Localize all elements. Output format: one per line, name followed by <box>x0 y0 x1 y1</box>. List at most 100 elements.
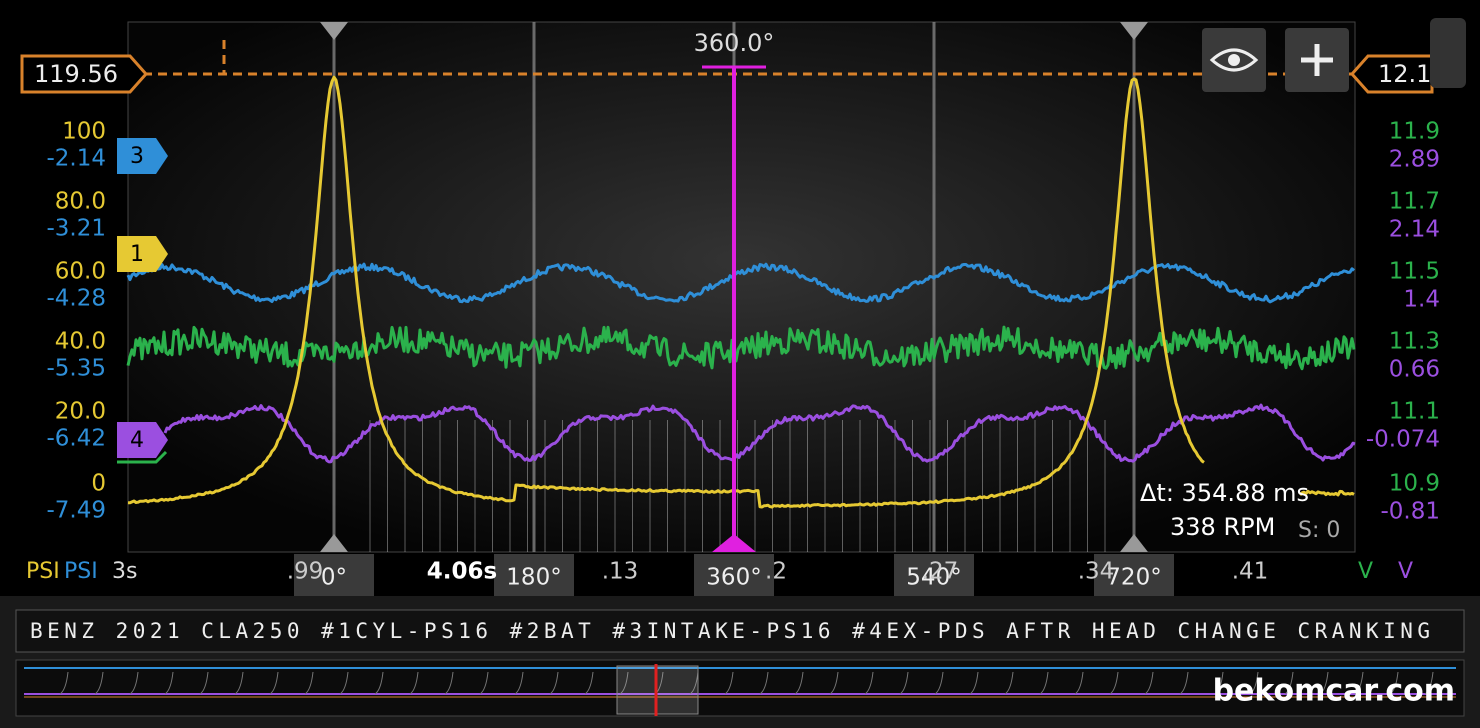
left-scale-label: -6.42 <box>46 426 106 452</box>
waveform <box>126 262 1355 304</box>
overview-tick <box>339 671 349 695</box>
right-scale-label: 10.9 <box>1389 471 1440 497</box>
overview-tick <box>514 671 524 695</box>
overview-tick <box>269 671 279 695</box>
left-cursor-box[interactable] <box>20 54 149 94</box>
degree-handle <box>320 22 348 40</box>
degree-box <box>894 554 974 598</box>
left-scale-label: 100 <box>62 119 106 145</box>
right-scale-label: 11.7 <box>1389 189 1440 215</box>
sample-count: S: 0 <box>1298 518 1340 543</box>
left-scale-label: -3.21 <box>46 216 106 242</box>
time-label: .41 <box>1232 559 1269 585</box>
left-scale-label: -2.14 <box>46 146 106 172</box>
channel-marker[interactable] <box>117 450 168 464</box>
overview-tick <box>444 671 454 695</box>
overview-ticks <box>59 671 1434 695</box>
overview-tick <box>94 671 104 695</box>
overview-tick <box>549 671 559 695</box>
left-scale-label: 20.0 <box>55 399 106 425</box>
left-scale-label: -7.49 <box>46 498 106 524</box>
overview-tick <box>1354 671 1364 695</box>
eye-pupil <box>1228 54 1240 66</box>
overview-tick <box>1249 671 1259 695</box>
left-scale-label: 0 <box>91 471 106 497</box>
time-start: 3s <box>112 559 137 584</box>
time-label: .13 <box>602 559 639 585</box>
overview-tick <box>1424 671 1434 695</box>
title-bar[interactable] <box>15 609 1465 653</box>
time-label: 4.06s <box>427 559 497 585</box>
overview-tick <box>899 671 909 695</box>
traces <box>126 75 1356 509</box>
overview-tick <box>1039 671 1049 695</box>
waveform <box>163 403 1356 464</box>
right-scale-label: 2.89 <box>1389 147 1440 173</box>
left-scale-label: -4.28 <box>46 286 106 312</box>
overview-tick <box>829 671 839 695</box>
right-scale-label: 11.3 <box>1389 329 1440 355</box>
overview-tick <box>619 671 629 695</box>
overview-tick <box>479 671 489 695</box>
overview-tick <box>969 671 979 695</box>
left-scale-label: 80.0 <box>55 189 106 215</box>
waveform <box>127 75 1205 509</box>
degree-label: 360° <box>706 565 761 591</box>
degree-handle <box>1120 22 1148 40</box>
channel-marker[interactable] <box>117 138 168 174</box>
overview-tick <box>584 671 594 695</box>
right-unit: V <box>1358 559 1373 584</box>
degree-box <box>494 554 574 598</box>
waveform <box>126 325 1356 371</box>
channel-marker[interactable] <box>117 236 168 272</box>
overview-tick <box>864 671 874 695</box>
channel-label: 1 <box>130 242 144 267</box>
degree-label: 720° <box>1106 565 1161 591</box>
overview-tick <box>1389 671 1399 695</box>
angle-cursor-handle[interactable] <box>712 534 756 552</box>
channel-label: 3 <box>130 144 144 169</box>
watermark: bekomcar.com <box>1213 674 1455 709</box>
overview-tick <box>409 671 419 695</box>
overview-tick <box>164 671 174 695</box>
time-label: .99 <box>287 559 324 585</box>
overview-tick <box>234 671 244 695</box>
overview-tick <box>759 671 769 695</box>
overview-tick <box>374 671 384 695</box>
grid <box>320 22 1148 552</box>
left-scale-label: -5.35 <box>46 356 106 382</box>
right-cursor-value: 12.1 <box>1378 60 1431 88</box>
overview-tick <box>1109 671 1119 695</box>
overview-tick <box>1319 671 1329 695</box>
eye-icon <box>1209 48 1259 72</box>
right-scale-label: 11.1 <box>1389 399 1440 425</box>
channel-marker[interactable] <box>117 422 168 458</box>
time-label: .34 <box>1078 559 1115 585</box>
right-cursor-box[interactable] <box>1349 54 1434 94</box>
overview-tick <box>129 671 139 695</box>
degree-label: 180° <box>506 565 561 591</box>
side-handle[interactable] <box>1430 18 1466 88</box>
right-scale-label: 0.66 <box>1389 357 1440 383</box>
overview-tick <box>1179 671 1189 695</box>
overview-tick <box>934 671 944 695</box>
overview-tick <box>59 671 69 695</box>
overview-tick <box>304 671 314 695</box>
right-scale-label: -0.074 <box>1366 427 1440 453</box>
time-label: .2 <box>765 559 787 585</box>
left-scale-label: 40.0 <box>55 329 106 355</box>
rpm: 338 RPM <box>1170 513 1275 541</box>
right-scale-label: -0.81 <box>1380 499 1440 525</box>
degree-handle <box>1120 534 1148 552</box>
right-scale-label: 2.14 <box>1389 217 1440 243</box>
overview-strip[interactable] <box>15 659 1465 717</box>
degree-box <box>294 554 374 598</box>
degree-box <box>1094 554 1174 598</box>
degree-box <box>694 554 774 598</box>
overview-tick <box>1284 671 1294 695</box>
left-unit: PSI <box>26 559 60 584</box>
time-label: .27 <box>922 559 959 585</box>
left-cursor-value: 119.56 <box>34 60 118 88</box>
